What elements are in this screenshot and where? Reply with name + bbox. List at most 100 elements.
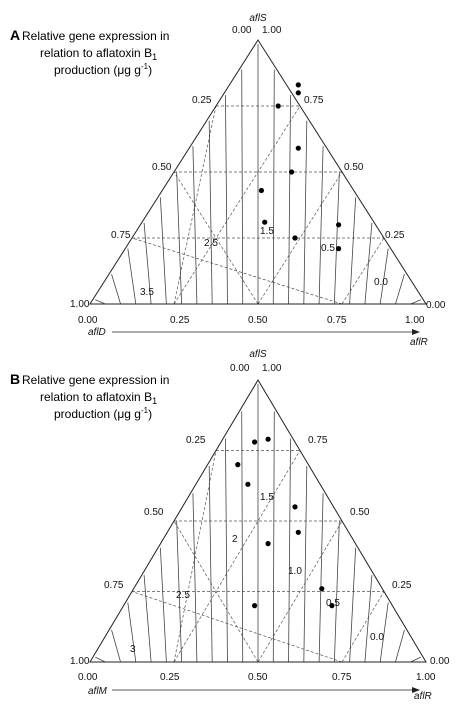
left-tick-1: 0.25 [192, 95, 212, 106]
contour-line [176, 520, 183, 663]
bottom-tick-4: 0.75 [332, 672, 352, 683]
caption-line-2: relation to aflatoxin B1 [40, 46, 157, 62]
caption-line-3-text: production (μg g [54, 63, 141, 77]
bottom-tick-1: 0.00 [78, 672, 98, 683]
contour-line [272, 69, 275, 305]
contour-line [111, 274, 121, 305]
data-point [265, 541, 271, 547]
left-axis-label: aflM [88, 686, 108, 697]
right-tick-2: 0.50 [350, 507, 370, 518]
contour-line [111, 629, 121, 663]
right-tick-3: 0.25 [392, 580, 412, 591]
contour-line [192, 493, 198, 663]
panel-letter: A [10, 27, 20, 43]
bottom-tick-3: 0.50 [248, 672, 268, 683]
contour-label: 3 [130, 644, 136, 655]
top-axis-label: aflS [249, 13, 267, 24]
right-axis-label: aflR [410, 337, 428, 348]
gridline [341, 237, 385, 305]
contour-line [143, 575, 152, 663]
right-tick-1: 0.75 [304, 95, 324, 106]
data-point [252, 603, 258, 609]
panel-a: A Relative gene expression in relation t… [10, 13, 446, 348]
data-point [289, 169, 295, 175]
left-tick-2: 0.50 [152, 162, 172, 173]
right-vertex-value: 0.00 [426, 300, 446, 311]
bottom-tick-1: 0.00 [78, 315, 98, 326]
left-tick-1: 0.25 [186, 435, 206, 446]
gridline [173, 450, 217, 663]
data-point [336, 246, 342, 252]
top-axis-label: aflS [249, 349, 267, 360]
ternary-triangle [89, 39, 427, 305]
left-axis-label: aflD [88, 327, 106, 338]
data-point [252, 439, 258, 445]
contour-line [208, 465, 213, 663]
bottom-tick-2: 0.25 [170, 315, 190, 326]
contour-line [143, 222, 152, 305]
data-points [235, 436, 335, 609]
contour-line [364, 575, 373, 663]
contour-line [225, 438, 228, 663]
contour-line [349, 547, 357, 663]
contour-line [318, 493, 324, 663]
contour-label: 2.5 [204, 238, 218, 249]
caption-line-1: Relative gene expression in [22, 29, 169, 43]
gridline [131, 237, 343, 305]
caption-line-1: Relative gene expression in [22, 373, 169, 387]
data-point [295, 145, 301, 151]
data-point [295, 529, 301, 535]
axis-arrow-head [412, 687, 420, 693]
left-tick-3: 0.75 [104, 580, 124, 591]
top-vertex-right-value: 1.00 [262, 363, 282, 374]
contour-line [208, 120, 213, 305]
contour-line [288, 95, 291, 305]
data-point [258, 187, 264, 194]
data-points [258, 82, 342, 252]
gridline [341, 591, 385, 663]
left-tick-2: 0.50 [144, 507, 164, 518]
panel-b: B Relative gene expression in relation t… [10, 349, 450, 702]
contour-label: 3.5 [140, 287, 154, 298]
caption-line-3: production (μg g-1) [54, 62, 152, 77]
top-vertex-left-value: 0.00 [232, 25, 252, 36]
contour-label: 0.0 [370, 632, 384, 643]
gridline [131, 591, 343, 663]
contour-line [272, 411, 275, 663]
caption-line-3: production (μg g-1) [54, 406, 152, 421]
data-point [319, 586, 325, 592]
ternary-triangle [89, 379, 427, 663]
caption-subscript: 1 [152, 52, 157, 62]
right-tick-3: 0.25 [385, 230, 405, 241]
contour-line [333, 171, 340, 305]
contour-line [127, 248, 137, 305]
contour-line [410, 656, 421, 663]
caption-superscript: -1 [141, 406, 149, 415]
caption-subscript: 1 [152, 396, 157, 406]
contour-line [303, 120, 308, 305]
contour-line [127, 602, 137, 663]
contour-line [288, 438, 291, 663]
contour-label: 1.0 [288, 566, 302, 577]
contour-label: 1.5 [260, 492, 274, 503]
bottom-tick-5: 1.00 [416, 672, 436, 683]
gridline [173, 105, 301, 305]
right-tick-2: 0.50 [344, 162, 364, 173]
contour-line [333, 520, 340, 663]
contour-line [176, 171, 183, 305]
contour-lines [95, 384, 421, 663]
contour-label: 0.0 [374, 277, 388, 288]
contour-lines [95, 44, 421, 305]
gridline [257, 171, 343, 305]
left-tick-3: 0.75 [111, 230, 131, 241]
gridline [173, 450, 301, 663]
gridline [173, 520, 259, 663]
bottom-tick-4: 0.75 [327, 315, 347, 326]
data-point [329, 603, 335, 609]
panel-letter: B [10, 371, 20, 387]
contour-line [241, 411, 244, 663]
left-vertex-value: 1.00 [70, 299, 90, 310]
data-point [295, 82, 301, 88]
left-vertex-value: 1.00 [70, 656, 90, 667]
